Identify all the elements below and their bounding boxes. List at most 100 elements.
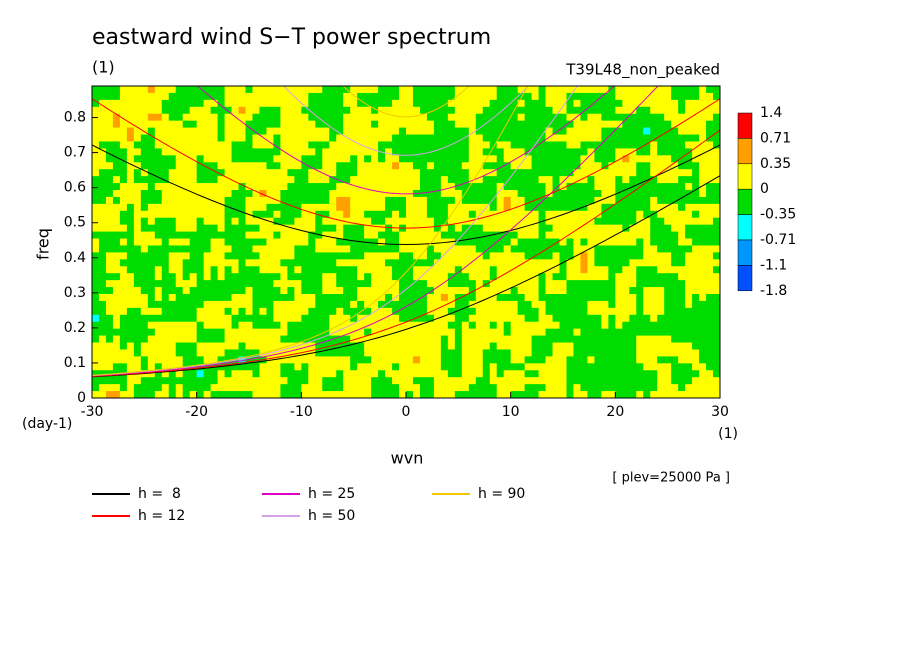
- field-cell: [531, 231, 540, 240]
- field-cell: [203, 273, 212, 281]
- field-cell: [140, 148, 149, 156]
- field-cell: [259, 294, 267, 302]
- field-cell: [98, 127, 107, 136]
- field-cell: [629, 321, 637, 330]
- field-cell: [713, 86, 720, 94]
- field-cell: [517, 148, 526, 156]
- field-cell: [419, 127, 428, 136]
- field-cell: [678, 155, 686, 163]
- field-cell: [587, 307, 595, 316]
- field-cell: [440, 266, 449, 274]
- field-cell: [496, 349, 505, 357]
- field-cell: [266, 245, 274, 253]
- field-cell: [433, 259, 442, 267]
- field-cell: [315, 203, 323, 212]
- field-cell: [678, 141, 686, 149]
- field-cell: [510, 314, 519, 323]
- field-cell: [322, 176, 330, 184]
- field-cell: [196, 183, 205, 191]
- y-tick-label: 0.8: [64, 110, 86, 126]
- field-cell: [343, 252, 351, 260]
- field-cell: [294, 391, 302, 398]
- field-cell: [343, 148, 351, 156]
- field-cell: [426, 294, 435, 302]
- field-cell: [545, 134, 554, 142]
- field-cell: [399, 391, 407, 398]
- field-cell: [531, 176, 540, 184]
- field-cell: [133, 162, 142, 170]
- field-cell: [566, 391, 574, 398]
- field-cell: [287, 217, 295, 226]
- field-cell: [322, 217, 330, 226]
- field-cell: [419, 245, 428, 253]
- field-cell: [587, 127, 595, 136]
- field-cell: [664, 342, 672, 350]
- field-cell: [294, 384, 302, 392]
- field-cell: [245, 349, 253, 357]
- field-cell: [657, 99, 665, 108]
- field-cell: [538, 190, 547, 198]
- field-cell: [168, 127, 177, 136]
- field-cell: [336, 92, 344, 101]
- field-cell: [538, 231, 547, 240]
- field-cell: [147, 176, 156, 184]
- field-cell: [224, 300, 233, 309]
- field-cell: [643, 169, 651, 177]
- field-cell: [699, 384, 707, 392]
- field-cell: [168, 370, 177, 378]
- field-cell: [671, 273, 679, 281]
- field-cell: [419, 307, 428, 316]
- field-cell: [538, 238, 547, 246]
- field-cell: [699, 134, 707, 142]
- field-cell: [538, 259, 547, 267]
- field-cell: [203, 86, 212, 94]
- field-cell: [678, 162, 686, 170]
- field-cell: [517, 280, 526, 288]
- field-cell: [350, 183, 358, 191]
- field-cell: [615, 349, 623, 357]
- field-cell: [643, 224, 651, 233]
- field-cell: [406, 370, 414, 378]
- field-cell: [692, 335, 700, 344]
- field-cell: [461, 210, 470, 219]
- field-cell: [699, 92, 707, 101]
- field-cell: [252, 210, 260, 219]
- field-cell: [224, 134, 233, 142]
- field-cell: [468, 176, 477, 184]
- field-cell: [636, 300, 644, 309]
- field-cell: [412, 155, 421, 163]
- field-cell: [650, 307, 658, 316]
- field-cell: [357, 245, 365, 253]
- field-cell: [266, 266, 274, 274]
- field-cell: [245, 190, 253, 198]
- field-cell: [273, 307, 281, 316]
- field-cell: [713, 141, 720, 149]
- field-cell: [503, 294, 512, 302]
- field-cell: [399, 377, 407, 385]
- field-cell: [385, 384, 393, 392]
- legend-label: h = 12: [138, 508, 185, 524]
- field-cell: [196, 169, 205, 177]
- field-cell: [196, 384, 205, 392]
- field-cell: [287, 203, 295, 212]
- field-cell: [280, 273, 288, 281]
- field-cell: [322, 190, 330, 198]
- field-cell: [440, 224, 449, 233]
- field-cell: [406, 92, 414, 101]
- field-cell: [468, 238, 477, 246]
- field-cell: [392, 169, 400, 177]
- field-cell: [454, 155, 463, 163]
- field-cell: [699, 280, 707, 288]
- field-cell: [643, 134, 651, 142]
- field-cell: [287, 231, 295, 240]
- field-cell: [601, 141, 609, 149]
- field-cell: [231, 106, 240, 115]
- field-cell: [552, 294, 561, 302]
- field-cell: [461, 92, 470, 101]
- field-cell: [489, 238, 498, 246]
- field-cell: [517, 113, 526, 122]
- field-cell: [189, 300, 198, 309]
- field-cell: [406, 245, 414, 253]
- field-cell: [650, 148, 658, 156]
- field-cell: [503, 134, 512, 142]
